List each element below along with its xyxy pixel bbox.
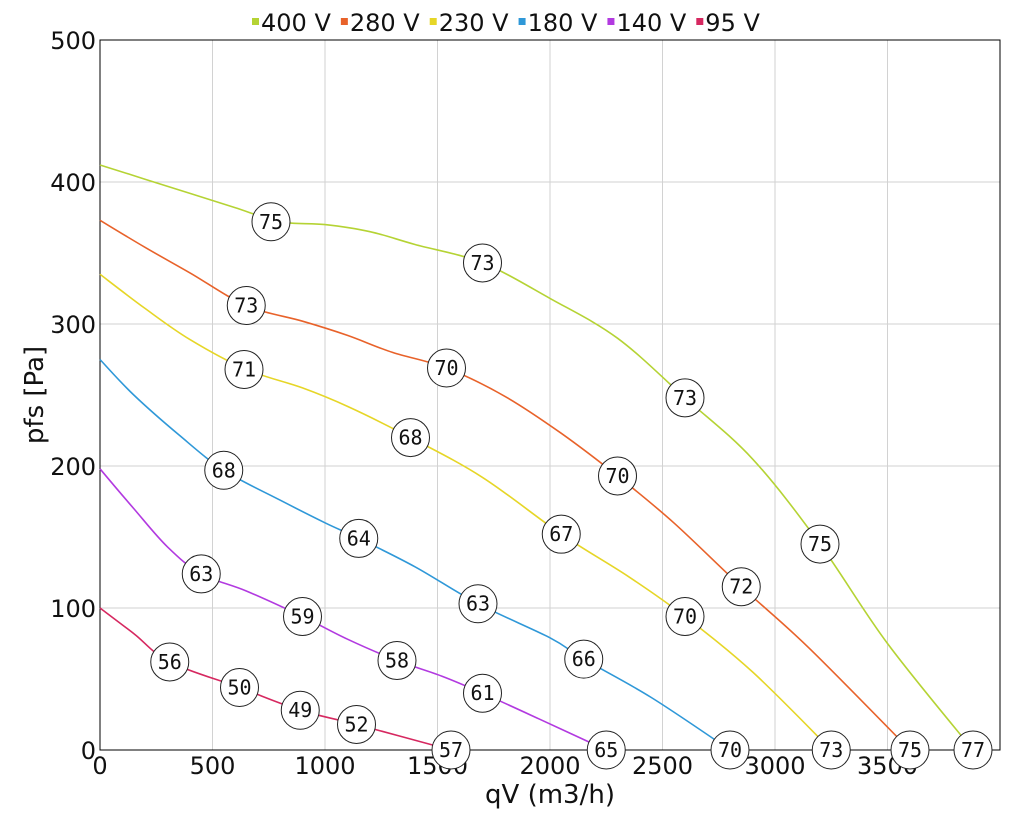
efficiency-label: 64 (347, 526, 371, 550)
efficiency-label: 63 (189, 562, 213, 586)
legend-label: 140 V (616, 9, 686, 37)
legend-swatch (696, 18, 704, 25)
efficiency-label: 73 (234, 294, 258, 318)
y-tick-label: 300 (50, 311, 96, 339)
efficiency-label: 71 (232, 357, 256, 381)
x-tick-label: 3000 (744, 752, 805, 780)
x-tick-label: 500 (190, 752, 236, 780)
y-tick-label: 500 (50, 27, 96, 55)
efficiency-marker (665, 597, 705, 637)
efficiency-marker (721, 567, 761, 607)
efficiency-marker (224, 349, 264, 389)
efficiency-label: 50 (227, 676, 251, 700)
legend-label: 180 V (528, 9, 598, 37)
efficiency-label: 67 (549, 522, 573, 546)
efficiency-label: 75 (808, 532, 832, 556)
efficiency-label: 63 (466, 592, 490, 616)
efficiency-marker (181, 554, 221, 594)
efficiency-marker (377, 641, 417, 681)
legend: 400 V 280 V 230 V 180 V 140 V 95 V (252, 9, 760, 37)
x-tick-label: 2500 (632, 752, 693, 780)
efficiency-marker (431, 730, 471, 770)
efficiency-marker (811, 730, 851, 770)
grid-lines (100, 40, 1000, 750)
efficiency-label: 75 (898, 738, 922, 762)
efficiency-label: 70 (434, 356, 458, 380)
efficiency-label: 65 (594, 738, 618, 762)
efficiency-marker (564, 639, 604, 679)
x-tick-label: 0 (92, 752, 107, 780)
legend-label: 95 V (705, 9, 760, 37)
efficiency-marker (598, 456, 637, 496)
legend-swatch (607, 18, 615, 25)
efficiency-marker (463, 673, 502, 713)
y-tick-label: 0 (81, 737, 96, 765)
efficiency-marker (427, 348, 466, 388)
efficiency-label: 58 (385, 649, 409, 673)
efficiency-marker (458, 584, 498, 624)
efficiency-marker (953, 730, 993, 770)
efficiency-label: 52 (344, 712, 368, 736)
efficiency-label: 77 (961, 738, 985, 762)
x-axis-ticks: 0 500 1000 1500 2000 2500 3000 3500 (92, 752, 918, 780)
efficiency-marker (800, 524, 840, 564)
efficiency-label: 73 (470, 251, 494, 275)
efficiency-marker (220, 668, 259, 708)
efficiency-marker (890, 730, 930, 770)
efficiency-marker (251, 202, 291, 242)
efficiency-marker (710, 730, 750, 770)
efficiency-label: 68 (212, 458, 236, 482)
efficiency-label: 70 (718, 738, 742, 762)
efficiency-label: 73 (819, 738, 843, 762)
legend-label: 230 V (439, 9, 509, 37)
legend-label: 280 V (350, 9, 420, 37)
y-tick-label: 400 (50, 169, 96, 197)
efficiency-label: 66 (572, 647, 596, 671)
y-axis-ticks: 0 100 200 300 400 500 (50, 27, 96, 765)
plot-frame (99, 39, 1001, 751)
efficiency-marker (665, 378, 705, 418)
y-tick-label: 200 (50, 453, 96, 481)
efficiency-label: 70 (673, 605, 697, 629)
efficiency-marker (204, 450, 244, 490)
efficiency-marker (337, 704, 376, 744)
efficiency-labels: 75 73 73 75 77 73 70 70 72 75 71 68 67 70 73 68 64 63 66 70… (150, 202, 993, 770)
efficiency-marker (391, 418, 430, 458)
efficiency-label: 61 (470, 681, 494, 705)
legend-swatch (340, 18, 348, 25)
efficiency-marker (541, 514, 581, 554)
efficiency-label: 59 (290, 605, 314, 629)
y-axis-title: pfs [Pa] (20, 346, 50, 444)
efficiency-label: 72 (729, 575, 753, 599)
legend-swatch (518, 18, 526, 25)
efficiency-marker (280, 690, 320, 730)
x-tick-label: 2000 (519, 752, 580, 780)
efficiency-label: 56 (158, 650, 182, 674)
efficiency-label: 70 (605, 464, 629, 488)
efficiency-label: 73 (673, 386, 697, 410)
efficiency-marker (226, 286, 266, 326)
efficiency-label: 68 (398, 426, 422, 450)
efficiency-marker (150, 642, 190, 682)
legend-label: 400 V (261, 9, 331, 37)
efficiency-marker (283, 597, 322, 637)
x-tick-label: 1000 (294, 752, 355, 780)
x-axis-title: qV (m3/h) (485, 780, 615, 810)
y-tick-label: 100 (50, 595, 96, 623)
legend-swatch (252, 18, 259, 25)
efficiency-label: 75 (259, 210, 283, 234)
efficiency-label: 49 (288, 698, 312, 722)
efficiency-label: 57 (439, 738, 463, 762)
legend-swatch (429, 18, 437, 25)
efficiency-marker (586, 730, 626, 770)
efficiency-marker (463, 243, 502, 283)
efficiency-marker (339, 518, 379, 558)
